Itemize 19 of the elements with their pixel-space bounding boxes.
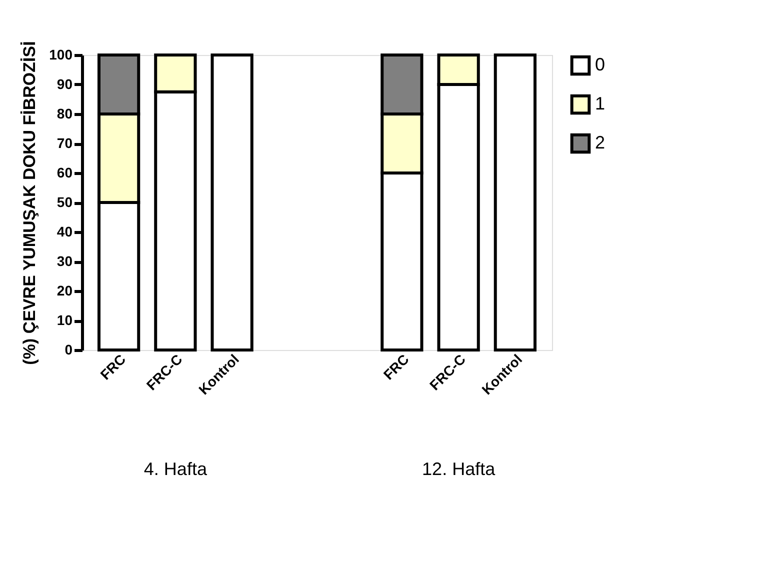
legend-label: 1 [595,94,606,114]
bar [494,54,537,352]
legend-label: 0 [595,54,606,74]
y-tick-label: 0 [64,342,73,358]
text: 4. Hafta [144,459,208,479]
bar [210,54,254,352]
y-tick-label: 60 [56,164,73,180]
y-tick-label: 30 [56,253,73,269]
y-tick-label: 100 [49,46,73,62]
y-tick-label: 50 [56,194,73,210]
y-tick-label: 10 [56,312,73,328]
y-tick-label: 90 [56,76,73,92]
text: 12. Hafta [422,459,496,479]
legend-label: 2 [595,132,606,152]
y-tick-label: 40 [56,224,73,240]
y-tick-label: 20 [56,282,73,298]
y-tick-label: 70 [56,135,73,151]
y-tick-label: 80 [56,106,73,122]
y-axis-title: (%) ÇEVRE YUMUŞAK DOKU FİBROZİSİ [20,41,40,365]
